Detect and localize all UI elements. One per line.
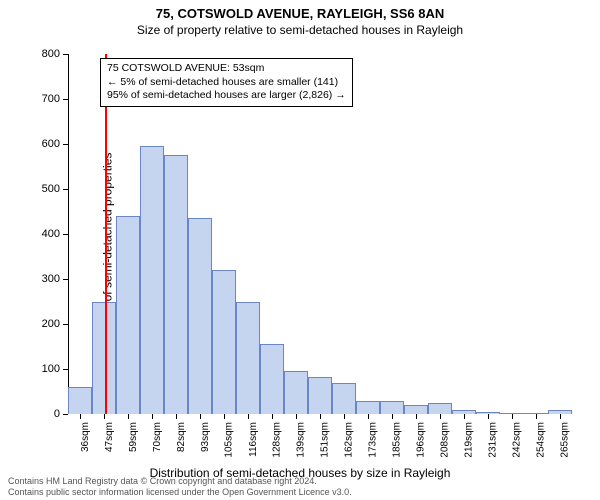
histogram-bar [212, 270, 236, 414]
x-tick [392, 414, 393, 419]
annotation-line3: 95% of semi-detached houses are larger (… [107, 89, 346, 103]
x-tick-label: 242sqm [512, 422, 523, 458]
histogram-bar [284, 371, 308, 414]
y-tick [63, 414, 68, 415]
x-tick [464, 414, 465, 419]
x-tick-label: 93sqm [200, 422, 211, 452]
x-tick [104, 414, 105, 419]
histogram-bar [188, 218, 212, 414]
annotation-line2: ← 5% of semi-detached houses are smaller… [107, 76, 346, 90]
histogram-bar [428, 403, 452, 414]
x-tick-label: 196sqm [416, 422, 427, 458]
histogram-bar [140, 146, 164, 414]
y-tick-label: 200 [42, 318, 60, 330]
y-tick [63, 144, 68, 145]
title-main: 75, COTSWOLD AVENUE, RAYLEIGH, SS6 8AN [0, 0, 600, 21]
histogram-bar [356, 401, 380, 415]
y-tick [63, 324, 68, 325]
x-tick [344, 414, 345, 419]
annotation-line1: 75 COTSWOLD AVENUE: 53sqm [107, 62, 346, 76]
x-tick [536, 414, 537, 419]
x-tick-label: 70sqm [152, 422, 163, 452]
property-marker-line [105, 54, 107, 414]
x-tick [152, 414, 153, 419]
histogram-bar [380, 401, 404, 414]
annotation-box: 75 COTSWOLD AVENUE: 53sqm ← 5% of semi-d… [100, 58, 353, 107]
x-tick-label: 105sqm [224, 422, 235, 458]
x-tick [224, 414, 225, 419]
x-tick-label: 128sqm [272, 422, 283, 458]
histogram-bar [236, 302, 260, 415]
x-tick-label: 219sqm [464, 422, 475, 458]
y-tick-label: 0 [54, 408, 60, 420]
x-tick-label: 139sqm [296, 422, 307, 458]
x-tick-label: 36sqm [80, 422, 91, 452]
x-tick-label: 208sqm [440, 422, 451, 458]
y-axis-line [68, 54, 69, 414]
chart-container: 75, COTSWOLD AVENUE, RAYLEIGH, SS6 8AN S… [0, 0, 600, 500]
y-tick-label: 600 [42, 138, 60, 150]
y-tick [63, 99, 68, 100]
x-tick [248, 414, 249, 419]
x-tick-label: 185sqm [392, 422, 403, 458]
x-tick-label: 47sqm [104, 422, 115, 452]
y-tick-label: 800 [42, 48, 60, 60]
x-tick [128, 414, 129, 419]
x-tick [272, 414, 273, 419]
x-tick [512, 414, 513, 419]
histogram-bar [308, 377, 332, 414]
x-tick [560, 414, 561, 419]
histogram-bar [332, 383, 356, 415]
y-tick [63, 279, 68, 280]
x-tick [296, 414, 297, 419]
x-tick-label: 254sqm [536, 422, 547, 458]
y-tick [63, 189, 68, 190]
histogram-bar [164, 155, 188, 414]
title-sub: Size of property relative to semi-detach… [0, 21, 600, 37]
histogram-bar [404, 405, 428, 414]
x-tick-label: 162sqm [344, 422, 355, 458]
x-tick [416, 414, 417, 419]
y-tick-label: 500 [42, 183, 60, 195]
footer: Contains HM Land Registry data © Crown c… [8, 476, 352, 498]
x-tick [176, 414, 177, 419]
histogram-bar [260, 344, 284, 414]
x-tick [488, 414, 489, 419]
chart-area: 36sqm47sqm59sqm70sqm82sqm93sqm105sqm116s… [68, 54, 572, 414]
y-tick-label: 300 [42, 273, 60, 285]
x-tick-label: 116sqm [248, 422, 259, 457]
y-tick [63, 234, 68, 235]
x-tick-label: 82sqm [176, 422, 187, 452]
y-tick-label: 100 [42, 363, 60, 375]
x-tick-label: 265sqm [560, 422, 571, 458]
x-tick-label: 59sqm [128, 422, 139, 452]
x-tick [200, 414, 201, 419]
x-tick [368, 414, 369, 419]
x-tick [440, 414, 441, 419]
footer-line1: Contains HM Land Registry data © Crown c… [8, 476, 352, 487]
y-tick-label: 400 [42, 228, 60, 240]
y-tick [63, 369, 68, 370]
x-tick [80, 414, 81, 419]
footer-line2: Contains public sector information licen… [8, 487, 352, 498]
histogram-bar [68, 387, 92, 414]
x-tick [320, 414, 321, 419]
x-tick-label: 173sqm [368, 422, 379, 458]
y-tick-label: 700 [42, 93, 60, 105]
plot-region: 36sqm47sqm59sqm70sqm82sqm93sqm105sqm116s… [68, 54, 572, 414]
x-tick-label: 151sqm [320, 422, 331, 458]
histogram-bar [116, 216, 140, 414]
x-tick-label: 231sqm [488, 422, 499, 458]
histogram-bar [92, 302, 116, 414]
y-tick [63, 54, 68, 55]
